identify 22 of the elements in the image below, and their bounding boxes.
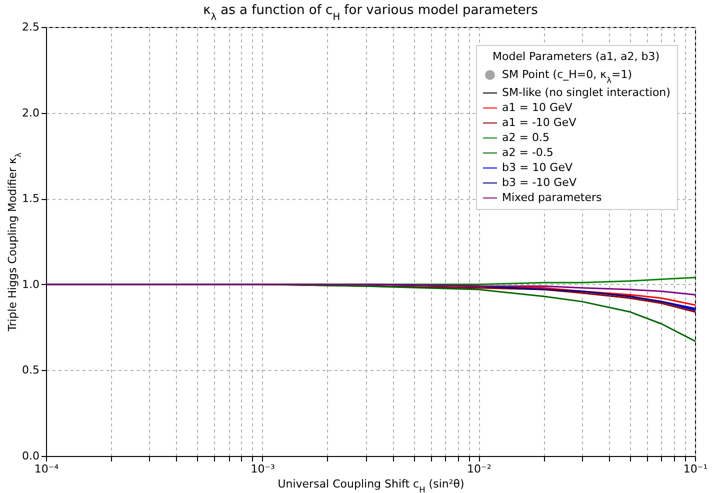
legend-label: b3 = 10 GeV [502,161,573,174]
y-tick-label: 2.5 [22,20,40,34]
y-tick-label: 1.0 [22,278,40,291]
legend-label: b3 = -10 GeV [502,176,577,189]
x-tick-label: 10⁻³ [250,462,275,476]
legend-label: SM Point (c_H=0, κ$_{λ}$=1) [502,68,632,85]
chart-title: κ$_{λ}$ as a function of c$_{H}$ for various model parameters [203,3,538,22]
y-tick-label: 0.0 [22,450,40,462]
x-tick-label: 10⁻¹ [683,462,708,476]
y-tick-label: 0.5 [22,364,40,377]
legend-title: Model Parameters (a1, a2, b3) [492,50,660,63]
legend-label: a2 = 0.5 [502,131,550,144]
y-tick-label: 2.0 [22,106,40,120]
x-tick-label: 10⁻² [467,462,492,476]
y-tick-label: 1.5 [22,192,40,206]
x-tick-label: 10⁻⁴ [34,462,60,476]
legend-label: Mixed parameters [502,191,602,204]
x-axis-title: Universal Coupling Shift c$_{H}$ (sin²θ) [278,478,464,493]
legend-label: a1 = -10 GeV [502,116,577,129]
legend-label: a1 = 10 GeV [502,101,573,114]
legend-label: a2 = -0.5 [502,146,554,159]
legend-label: SM-like (no singlet interaction) [502,86,670,99]
